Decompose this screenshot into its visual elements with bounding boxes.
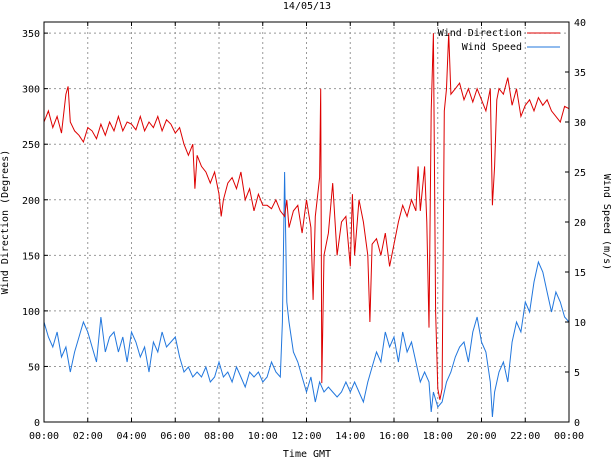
y-right-tick-label: 25	[574, 168, 586, 179]
y-left-tick-label: 150	[22, 251, 40, 262]
y-left-tick-label: 0	[34, 418, 40, 429]
y-right-tick-label: 0	[574, 418, 580, 429]
y-right-tick-label: 10	[574, 318, 586, 329]
y-right-tick-label: 5	[574, 368, 580, 379]
legend-label-wind-direction: Wind Direction	[438, 28, 522, 39]
x-tick-label: 18:00	[423, 431, 453, 442]
x-tick-label: 10:00	[248, 431, 278, 442]
y-axis-right-label: Wind Speed (m/s)	[601, 174, 611, 270]
series-layer	[43, 33, 570, 418]
x-tick-label: 14:00	[335, 431, 365, 442]
x-tick-label: 16:00	[379, 431, 409, 442]
x-tick-label: 00:00	[554, 431, 584, 442]
chart-title: 14/05/13	[283, 1, 331, 12]
x-tick-label: 20:00	[466, 431, 496, 442]
x-tick-label: 08:00	[204, 431, 234, 442]
y-axis-left-label: Wind Direction (Degrees)	[0, 150, 11, 295]
y-left-tick-label: 100	[22, 307, 40, 318]
y-axis-right: 0 5 10 15 20 25 30 35 40	[565, 18, 586, 429]
x-tick-label: 22:00	[510, 431, 540, 442]
x-tick-label: 06:00	[160, 431, 190, 442]
y-left-tick-label: 250	[22, 140, 40, 151]
grid	[44, 22, 569, 422]
y-axis-left: 0 50 100 150 200 250 300 350	[22, 29, 48, 429]
y-left-tick-label: 300	[22, 85, 40, 96]
legend-label-wind-speed: Wind Speed	[462, 42, 522, 53]
x-tick-label: 02:00	[73, 431, 103, 442]
y-left-tick-label: 350	[22, 29, 40, 40]
x-tick-label: 12:00	[291, 431, 321, 442]
y-right-tick-label: 15	[574, 268, 586, 279]
y-right-tick-label: 30	[574, 118, 586, 129]
series-line-wind-speed	[43, 171, 570, 418]
x-tick-label: 00:00	[29, 431, 59, 442]
y-right-tick-label: 40	[574, 18, 586, 29]
x-tick-label: 04:00	[116, 431, 146, 442]
legend: Wind Direction Wind Speed	[438, 28, 560, 53]
y-right-tick-label: 35	[574, 68, 586, 79]
y-left-tick-label: 200	[22, 196, 40, 207]
x-axis: 00:00 02:00 04:00 06:00 08:00 10:00 12:00 14:00…	[29, 22, 584, 442]
x-axis-label: Time GMT	[283, 449, 331, 459]
y-right-tick-label: 20	[574, 218, 586, 229]
y-left-tick-label: 50	[28, 362, 40, 373]
series-line-wind-direction	[43, 33, 570, 400]
